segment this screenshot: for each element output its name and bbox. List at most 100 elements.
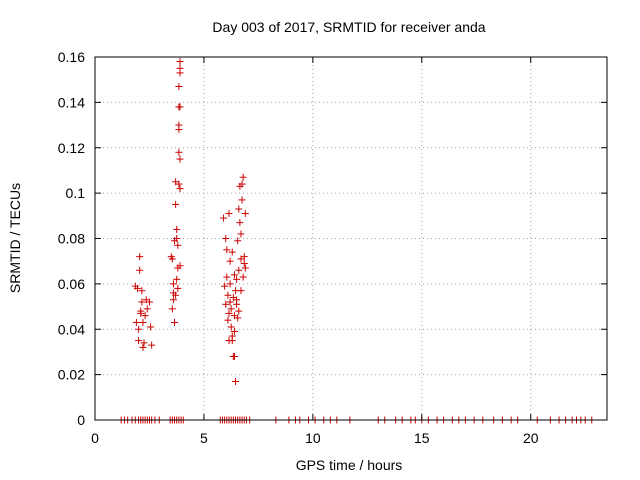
data-point xyxy=(176,58,184,66)
data-point xyxy=(221,282,229,290)
data-point xyxy=(239,273,247,281)
axis-ticks xyxy=(94,56,607,421)
data-point xyxy=(240,253,248,261)
y-tick-label: 0.06 xyxy=(58,276,85,292)
data-point xyxy=(227,305,235,313)
data-point xyxy=(240,259,248,267)
data-point xyxy=(235,307,243,315)
data-point xyxy=(148,341,156,349)
data-point xyxy=(228,332,236,340)
data-point xyxy=(169,289,177,297)
data-point xyxy=(168,255,176,263)
axis-tick-labels: 0 5 10 15 20 0 0.02 0.04 0.06 0.08 0.1 0.12 0.14 0.16 xyxy=(58,49,539,446)
data-point xyxy=(176,64,184,72)
data-point xyxy=(136,253,144,261)
data-point xyxy=(227,323,235,331)
data-point xyxy=(230,328,238,336)
data-point xyxy=(135,325,143,333)
data-point xyxy=(230,271,238,279)
data-point xyxy=(241,264,249,272)
data-point xyxy=(172,200,180,208)
data-point xyxy=(173,235,181,242)
x-tick-label: 5 xyxy=(200,430,208,446)
data-point xyxy=(234,314,242,322)
data-point xyxy=(222,300,230,308)
data-point xyxy=(224,316,232,324)
data-point xyxy=(236,219,244,227)
x-axis-label: GPS time / hours xyxy=(296,457,403,473)
data-point xyxy=(175,82,183,90)
data-point xyxy=(176,262,184,270)
data-point xyxy=(139,343,147,351)
data-point xyxy=(222,235,230,242)
data-point xyxy=(176,185,184,193)
data-point xyxy=(137,309,145,317)
data-point xyxy=(176,103,184,111)
y-tick-label: 0.12 xyxy=(58,140,85,156)
data-point xyxy=(225,337,233,345)
x-tick-label: 20 xyxy=(523,430,539,446)
y-tick-label: 0.1 xyxy=(66,185,86,201)
data-point xyxy=(233,300,241,308)
data-point xyxy=(224,291,232,299)
y-tick-label: 0.16 xyxy=(58,49,85,65)
data-point xyxy=(223,273,231,281)
data-point xyxy=(237,230,245,238)
data-point xyxy=(138,298,146,306)
x-tick-label: 15 xyxy=(414,430,430,446)
y-tick-label: 0.04 xyxy=(58,321,85,337)
data-point xyxy=(239,173,247,181)
data-point xyxy=(226,257,234,265)
data-point xyxy=(226,298,234,306)
data-point xyxy=(241,210,249,218)
y-tick-label: 0 xyxy=(77,412,85,428)
data-point xyxy=(234,237,242,245)
data-point xyxy=(228,248,236,256)
data-point xyxy=(174,241,182,249)
data-points xyxy=(117,58,596,424)
y-tick-label: 0.14 xyxy=(58,94,85,110)
data-point xyxy=(175,121,183,129)
data-point xyxy=(176,155,184,163)
data-point xyxy=(168,305,176,313)
data-point xyxy=(225,309,233,317)
data-point xyxy=(223,246,231,254)
data-point xyxy=(233,275,241,283)
data-point xyxy=(235,205,243,213)
data-point xyxy=(175,148,183,156)
data-point xyxy=(173,225,181,233)
data-point xyxy=(135,337,143,345)
data-point xyxy=(145,298,153,306)
data-point xyxy=(132,318,140,326)
data-point xyxy=(230,352,238,360)
y-tick-label: 0.02 xyxy=(58,367,85,383)
data-point xyxy=(173,275,181,283)
data-point xyxy=(238,196,246,204)
data-point xyxy=(174,284,182,292)
data-point xyxy=(235,266,243,274)
data-point xyxy=(226,280,234,288)
data-point xyxy=(237,287,245,295)
data-point xyxy=(143,305,151,313)
grid xyxy=(95,57,607,420)
data-point xyxy=(133,284,141,292)
data-point xyxy=(220,214,228,222)
data-point xyxy=(138,287,146,295)
y-tick-label: 0.08 xyxy=(58,231,85,247)
data-point xyxy=(141,312,149,320)
data-point xyxy=(232,377,240,385)
data-point xyxy=(238,180,246,188)
chart-title: Day 003 of 2017, SRMTID for receiver and… xyxy=(212,19,485,35)
data-point xyxy=(225,210,233,218)
data-point xyxy=(136,266,144,274)
data-point xyxy=(171,318,179,326)
data-point xyxy=(169,280,177,288)
data-point xyxy=(169,296,177,304)
x-tick-label: 0 xyxy=(91,430,99,446)
data-point xyxy=(140,339,148,347)
y-axis-label: SRMTID / TECUs xyxy=(7,183,23,293)
data-point xyxy=(139,318,147,326)
data-point xyxy=(175,180,183,188)
x-tick-label: 10 xyxy=(305,430,321,446)
